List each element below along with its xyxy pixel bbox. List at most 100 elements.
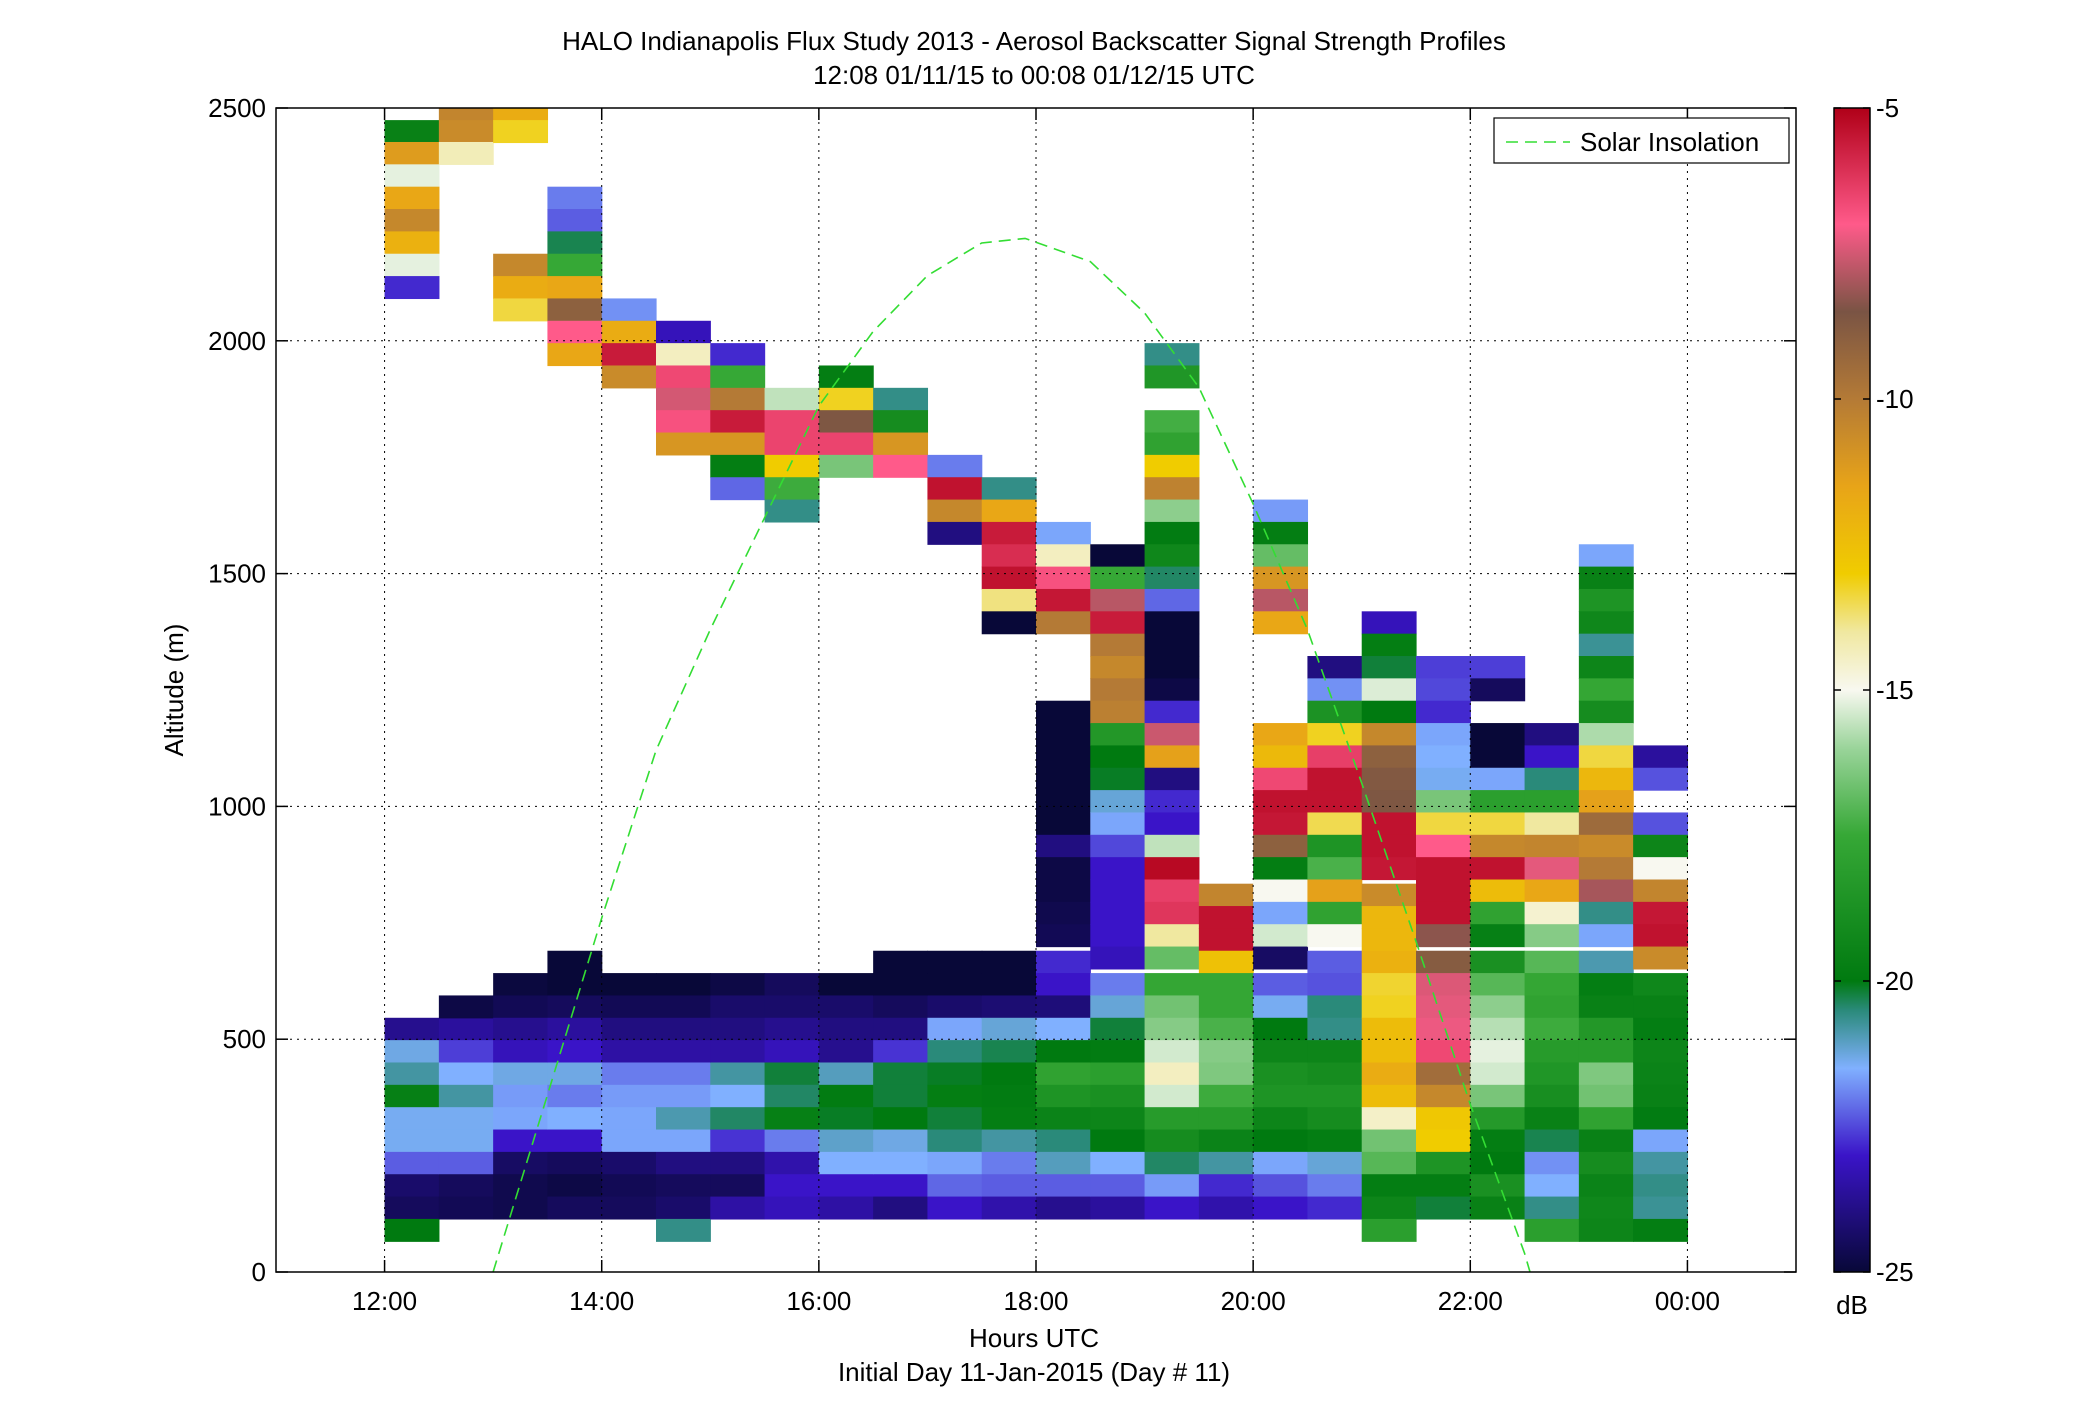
- heatmap-cell: [1198, 1017, 1254, 1041]
- heatmap-cell: [1361, 678, 1417, 702]
- heatmap-cell: [601, 1084, 657, 1108]
- heatmap-cell: [927, 1017, 983, 1041]
- heatmap-cell: [547, 343, 603, 367]
- heatmap-cell: [1036, 1174, 1091, 1198]
- heatmap-cell: [927, 1107, 983, 1131]
- heatmap-cell: [438, 1084, 494, 1108]
- heatmap-cell: [1036, 1129, 1091, 1153]
- heatmap-cell: [927, 454, 983, 478]
- heatmap-cell: [1578, 973, 1634, 997]
- heatmap-cell: [1036, 1084, 1091, 1108]
- heatmap-cell: [1470, 1129, 1526, 1153]
- heatmap-cell: [1036, 834, 1091, 858]
- heatmap-cell: [656, 995, 711, 1019]
- heatmap-cell: [1361, 611, 1417, 635]
- heatmap-cell: [1144, 1151, 1200, 1175]
- heatmap-cell: [1633, 1151, 1689, 1175]
- heatmap-cell: [547, 209, 603, 232]
- heatmap-cell: [656, 1151, 711, 1175]
- heatmap-cell: [1524, 1151, 1580, 1175]
- heatmap-cell: [1253, 857, 1309, 881]
- heatmap-cell: [710, 1107, 766, 1131]
- colorbar-tick-label: -20: [1876, 966, 1914, 996]
- heatmap-cell: [1361, 1218, 1417, 1242]
- heatmap-cell: [1633, 1174, 1689, 1198]
- heatmap-cell: [1578, 995, 1634, 1019]
- heatmap-cell: [1361, 812, 1417, 836]
- heatmap-cell: [981, 1174, 1037, 1198]
- heatmap-cell: [764, 1174, 820, 1198]
- heatmap-cell: [1361, 1017, 1417, 1041]
- heatmap-cell: [818, 1017, 874, 1041]
- x-axis-label: Hours UTC: [969, 1323, 1099, 1353]
- x-tick-label: 00:00: [1655, 1286, 1720, 1316]
- heatmap-cell: [873, 1129, 929, 1153]
- heatmap-cell: [1307, 1107, 1363, 1131]
- heatmap-cell: [818, 365, 874, 389]
- heatmap-cell: [1090, 544, 1146, 568]
- heatmap-cell: [656, 1174, 711, 1198]
- heatmap-cell: [873, 1151, 929, 1175]
- heatmap-cell: [1416, 901, 1471, 925]
- heatmap-cell: [1090, 656, 1146, 679]
- heatmap-cell: [1524, 973, 1580, 997]
- colorbar-tick-label: -10: [1876, 384, 1914, 414]
- heatmap-cell: [1307, 1151, 1363, 1175]
- heatmap-cell: [927, 1040, 983, 1064]
- heatmap-cell: [1253, 745, 1309, 769]
- heatmap-cell: [384, 1084, 440, 1108]
- heatmap-cell: [1144, 1017, 1200, 1041]
- heatmap-cell: [438, 1129, 494, 1153]
- heatmap-cell: [764, 387, 820, 411]
- heatmap-cell: [710, 477, 766, 501]
- heatmap-cell: [1144, 995, 1200, 1019]
- heatmap-cell: [1361, 1151, 1417, 1175]
- heatmap-cell: [818, 432, 874, 456]
- heatmap-cell: [1253, 611, 1309, 635]
- heatmap-cell: [1416, 745, 1471, 769]
- heatmap-cell: [927, 477, 983, 501]
- heatmap-cell: [1633, 879, 1689, 903]
- heatmap-cell: [1578, 1129, 1634, 1153]
- heatmap-cell: [1361, 1196, 1417, 1220]
- colorbar: -5 -10 -15 -20 -25 dB: [1833, 93, 1914, 1320]
- heatmap-cell: [547, 1129, 603, 1153]
- heatmap-cell: [1253, 1174, 1309, 1198]
- heatmap-cell: [1253, 588, 1309, 612]
- heatmap-cell: [1470, 812, 1526, 836]
- heatmap-cell: [1416, 678, 1471, 702]
- heatmap-cell: [1090, 1151, 1146, 1175]
- heatmap-cell: [1361, 995, 1417, 1019]
- heatmap-cell: [764, 432, 820, 456]
- heatmap-cell: [1144, 588, 1200, 612]
- heatmap-cell: [656, 1129, 711, 1153]
- heatmap-cell: [1416, 723, 1471, 747]
- heatmap-cell: [438, 995, 494, 1019]
- heatmap-cell: [981, 1107, 1037, 1131]
- heatmap-cell: [1307, 995, 1363, 1019]
- heatmap-cell: [1307, 1040, 1363, 1064]
- heatmap-cell: [1307, 812, 1363, 836]
- heatmap-cell: [1036, 1107, 1091, 1131]
- heatmap-cell: [1578, 879, 1634, 903]
- heatmap-cell: [1578, 544, 1634, 568]
- heatmap-cell: [981, 611, 1037, 635]
- heatmap-cell: [601, 298, 657, 322]
- heatmap-cell: [493, 973, 549, 997]
- heatmap-cell: [1307, 1084, 1363, 1108]
- heatmap-cell: [981, 1129, 1037, 1153]
- heatmap-cell: [1416, 1129, 1471, 1153]
- heatmap-cell: [873, 432, 929, 456]
- heatmap-cell: [1144, 499, 1200, 523]
- heatmap-cell: [873, 1040, 929, 1064]
- heatmap-cell: [1036, 767, 1091, 791]
- heatmap-cell: [1361, 883, 1417, 907]
- heatmap-cell: [656, 365, 711, 389]
- heatmap-cell: [1578, 1107, 1634, 1131]
- heatmap-cell: [1036, 1062, 1091, 1086]
- heatmap-cell: [981, 499, 1037, 523]
- heatmap-cell: [1633, 901, 1689, 925]
- heatmap-cell: [764, 1040, 820, 1064]
- heatmap-cell: [927, 1196, 983, 1220]
- heatmap-cell: [1470, 1107, 1526, 1131]
